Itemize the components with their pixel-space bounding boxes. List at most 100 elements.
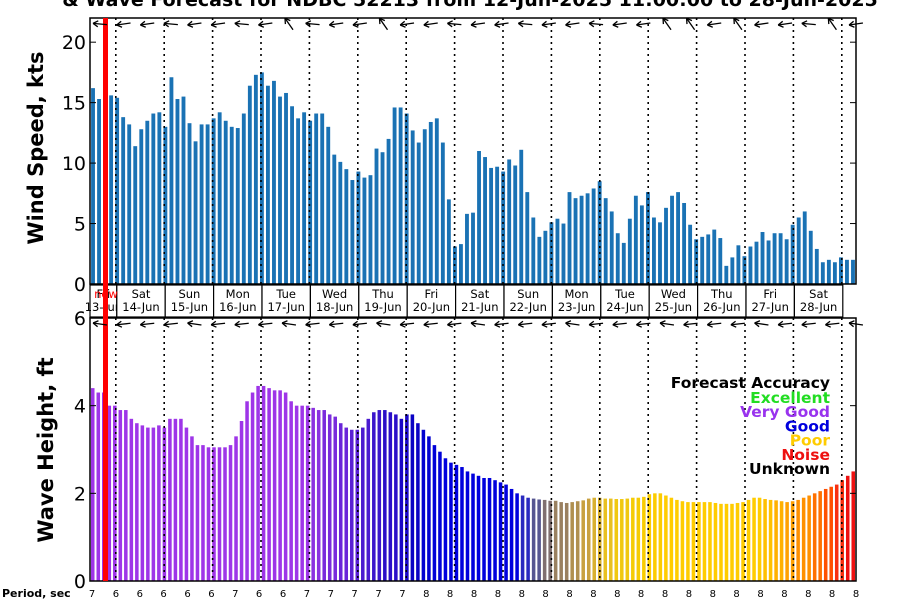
- direction-arrow-icon: [210, 320, 226, 328]
- day-of-week-label: Sat: [470, 287, 489, 301]
- arrow-head: [352, 320, 359, 328]
- wave-height-bar: [774, 500, 778, 581]
- wind-speed-bar: [658, 222, 662, 284]
- arrow-head: [284, 17, 291, 25]
- y-tick-label: 0: [74, 571, 86, 593]
- wave-height-bar: [504, 484, 508, 581]
- arrow-head: [612, 20, 619, 28]
- arrow-shaft: [801, 322, 816, 326]
- period-value: 6: [137, 589, 143, 600]
- arrow-head: [848, 20, 855, 28]
- arrow-shaft: [470, 322, 486, 326]
- wind-speed-bar: [597, 181, 602, 284]
- wind-speed-bar: [229, 126, 234, 284]
- wind-speed-bar: [760, 232, 765, 284]
- direction-arrow-icon: [92, 320, 108, 328]
- direction-arrow-icon: [447, 20, 462, 28]
- arrow-head: [777, 20, 784, 28]
- date-label-box: [745, 284, 796, 318]
- wave-height-bar: [752, 497, 756, 581]
- date-label: 23-Jun: [558, 300, 595, 314]
- wave-height-bar: [697, 502, 701, 581]
- y-tick-label: 6: [74, 308, 86, 330]
- wave-height-bar: [449, 462, 453, 581]
- arrow-shaft: [683, 322, 698, 326]
- arrow-shaft: [801, 22, 816, 26]
- arrow-head: [706, 320, 713, 328]
- wave-height-bar: [581, 500, 585, 581]
- wave-height-bar: [460, 467, 464, 581]
- arrow-shaft: [612, 22, 627, 26]
- date-label: 22-Jun: [509, 300, 546, 314]
- wave-height-bar: [680, 501, 685, 581]
- arrow-shaft: [754, 322, 769, 326]
- direction-arrow-icon: [659, 320, 675, 328]
- wave-height-bar: [168, 418, 172, 581]
- arrow-head: [636, 20, 643, 28]
- wave-height-bar: [553, 500, 558, 581]
- wave-height-bar: [124, 410, 128, 581]
- day-of-week-label: Fri: [425, 287, 439, 301]
- period-value: 8: [781, 589, 787, 600]
- wind-speed-bar: [193, 141, 198, 284]
- wind-speed-bar: [169, 77, 174, 284]
- wind-speed-bar: [398, 107, 403, 284]
- period-value: 8: [590, 589, 596, 600]
- wave-height-bar: [515, 493, 519, 581]
- arrow-shaft: [612, 322, 627, 326]
- wave-height-bar: [498, 482, 503, 582]
- wind-speed-bar: [489, 167, 494, 284]
- direction-arrow-icon: [284, 17, 294, 31]
- arrow-head: [139, 320, 146, 328]
- wave-height-bar: [531, 498, 536, 581]
- wind-speed-bar: [808, 230, 813, 284]
- arrow-shaft: [754, 22, 769, 26]
- date-label-box: [406, 284, 457, 318]
- wind-speed-bar: [495, 166, 500, 284]
- arrow-shaft: [92, 22, 108, 26]
- arrow-shaft: [636, 322, 651, 326]
- wave-height-bar: [625, 498, 630, 581]
- plot-border: [89, 317, 857, 582]
- arrow-head: [116, 20, 123, 28]
- arrow-shaft: [589, 322, 604, 326]
- direction-arrow-icon: [234, 320, 249, 328]
- wave-height-bar: [272, 390, 277, 581]
- date-label-box: [116, 284, 166, 318]
- wave-height-bar: [361, 427, 365, 581]
- wind-speed-bar: [259, 72, 264, 284]
- arrow-shaft: [589, 22, 604, 26]
- wind-speed-bar: [730, 257, 735, 284]
- wave-height-bar: [350, 429, 354, 581]
- wave-height-bar: [129, 418, 134, 581]
- wave-height-bar: [823, 488, 828, 581]
- period-value: 7: [232, 589, 238, 600]
- wave-height-bar: [548, 500, 552, 581]
- direction-arrow-icon: [494, 320, 509, 328]
- date-label-box: [261, 284, 312, 318]
- arrow-head: [801, 320, 808, 328]
- wind-speed-bar: [163, 126, 168, 284]
- wind-speed-bar: [241, 113, 246, 285]
- wave-height-bar: [592, 497, 596, 581]
- wave-height-bar: [851, 471, 856, 581]
- wind-speed-bar: [440, 142, 445, 284]
- wave-height-bar: [388, 412, 393, 581]
- wind-speed-bar: [724, 265, 729, 284]
- wave-height-bar: [283, 392, 288, 581]
- arrow-shaft: [187, 22, 202, 26]
- arrow-shaft: [518, 322, 533, 326]
- arrow-shaft: [686, 17, 696, 31]
- direction-arrow-icon: [777, 20, 793, 28]
- day-of-week-label: Sat: [809, 287, 828, 301]
- arrow-shaft: [636, 22, 651, 26]
- wave-height-bar: [416, 423, 420, 581]
- wind-speed-bar: [513, 165, 518, 284]
- arrow-shaft: [187, 322, 202, 326]
- wind-speed-bar: [700, 236, 705, 284]
- wind-speed-bar: [718, 238, 723, 284]
- wave-height-bar: [807, 495, 811, 581]
- date-label: 24-Jun: [606, 300, 643, 314]
- direction-arrow-icon: [305, 20, 320, 28]
